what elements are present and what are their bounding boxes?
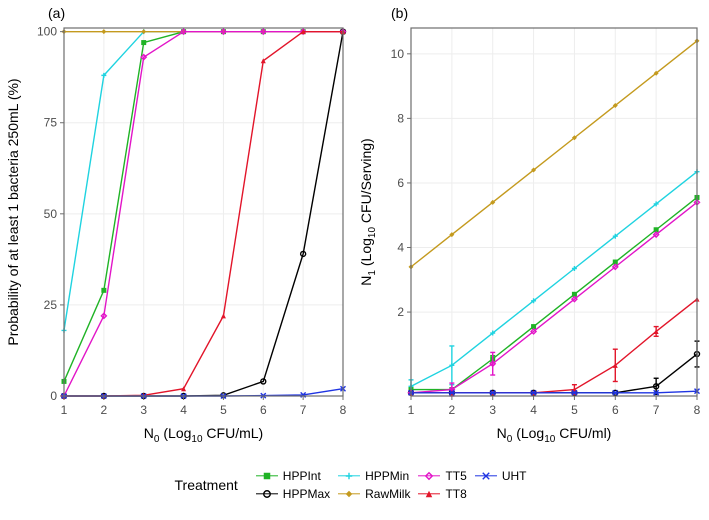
x-tick-label: 3 xyxy=(140,403,147,417)
legend-item-HPPMax: HPPMax xyxy=(256,487,330,501)
legend-item-UHT: UHT xyxy=(475,469,527,483)
panel-label: (a) xyxy=(48,5,65,21)
y-tick-label: 75 xyxy=(44,116,58,130)
legend-item-TT8: TT8 xyxy=(418,487,466,501)
x-tick-label: 2 xyxy=(101,403,108,417)
panel-a-wrap: (a) 1 2 3 4 5 6 7 8 0 25 50 75 100 N0 (Log10 CFU/mL) Pr… xyxy=(0,0,355,450)
x-tick-label: 4 xyxy=(180,403,187,417)
y-tick-label: 8 xyxy=(397,111,404,125)
panel-b-svg: (b) 1 2 3 4 5 6 7 8 2 4 6 8 10 N0 (Log10 CFU/ml) N1 (Lo… xyxy=(355,0,709,450)
x-tick-label: 6 xyxy=(260,403,267,417)
legend-columns: HPPIntHPPMaxHPPMinRawMilkTT5TT8UHT xyxy=(256,469,535,501)
legend-label: HPPMax xyxy=(283,487,330,501)
x-tick-label: 4 xyxy=(530,403,537,417)
charts-row: (a)123456780255075100N0 (Log10 CFU/mL)Pr… xyxy=(0,0,709,450)
legend-column: HPPMin RawMilk xyxy=(338,469,410,501)
legend-swatch xyxy=(418,487,440,501)
legend-swatch xyxy=(338,469,360,483)
x-tick-label: 1 xyxy=(408,403,415,417)
legend-column: HPPInt HPPMax xyxy=(256,469,330,501)
legend-item-RawMilk: RawMilk xyxy=(338,487,410,501)
legend-title: Treatment xyxy=(175,477,238,493)
y-tick-label: 2 xyxy=(397,305,404,319)
x-tick-label: 6 xyxy=(612,403,619,417)
legend-column: UHT xyxy=(475,469,527,501)
legend-item-HPPMin: HPPMin xyxy=(338,469,410,483)
x-tick-label: 7 xyxy=(653,403,660,417)
x-tick-label: 5 xyxy=(220,403,227,417)
panel-border xyxy=(64,28,343,396)
x-tick-label: 3 xyxy=(489,403,496,417)
panel-a-svg: (a) 1 2 3 4 5 6 7 8 0 25 50 75 100 N0 (Log10 CFU/mL) Pr… xyxy=(0,0,355,450)
x-axis-label: N0 (Log10 CFU/ml) xyxy=(497,425,612,445)
legend-label: UHT xyxy=(502,469,527,483)
legend-swatch xyxy=(418,469,440,483)
legend-swatch xyxy=(338,487,360,501)
y-axis-label: Probability of at least 1 bacteria 250mL… xyxy=(5,78,21,345)
x-tick-label: 8 xyxy=(340,403,347,417)
x-tick-label: 7 xyxy=(300,403,307,417)
legend-column: TT5TT8 xyxy=(418,469,466,501)
y-tick-label: 6 xyxy=(397,176,404,190)
panel-border xyxy=(411,28,697,396)
panel-b-wrap: (b) 1 2 3 4 5 6 7 8 2 4 6 8 10 N0 (Log10 CFU/ml) N1 (Lo… xyxy=(355,0,709,450)
series-line-HPPInt xyxy=(64,32,343,382)
x-tick-label: 8 xyxy=(694,403,701,417)
x-axis-label: N0 (Log10 CFU/mL) xyxy=(144,425,263,445)
legend-item-HPPInt: HPPInt xyxy=(256,469,330,483)
y-tick-label: 100 xyxy=(37,25,57,39)
figure-container: (a)123456780255075100N0 (Log10 CFU/mL)Pr… xyxy=(0,0,709,520)
x-tick-label: 1 xyxy=(61,403,68,417)
legend: Treatment HPPIntHPPMaxHPPMinRawMilkTT5TT… xyxy=(0,450,709,520)
series-line-HPPMin xyxy=(64,32,343,331)
panel-label: (b) xyxy=(391,5,408,21)
legend-label: TT8 xyxy=(445,487,466,501)
legend-swatch xyxy=(475,469,497,483)
y-axis-label: N1 (Log10 CFU/Serving) xyxy=(358,138,378,285)
y-tick-label: 50 xyxy=(44,207,58,221)
series-line-HPPInt xyxy=(411,197,697,389)
y-tick-label: 25 xyxy=(44,298,58,312)
legend-swatch xyxy=(256,469,278,483)
y-tick-label: 4 xyxy=(397,241,404,255)
x-tick-label: 5 xyxy=(571,403,578,417)
legend-label: HPPMin xyxy=(365,469,409,483)
y-tick-label: 0 xyxy=(50,389,57,403)
legend-label: HPPInt xyxy=(283,469,321,483)
y-tick-label: 10 xyxy=(391,47,405,61)
x-tick-label: 2 xyxy=(449,403,456,417)
legend-item-TT5: TT5 xyxy=(418,469,466,483)
legend-label: TT5 xyxy=(445,469,466,483)
legend-swatch xyxy=(256,487,278,501)
series-line-RawMilk xyxy=(411,41,697,267)
legend-label: RawMilk xyxy=(365,487,410,501)
